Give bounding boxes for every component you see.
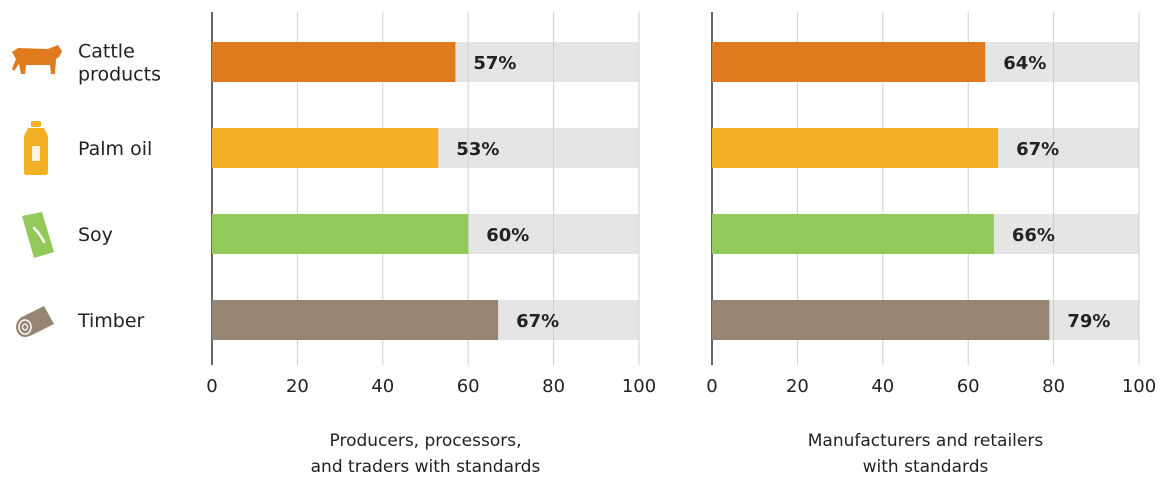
soy-bag-shape [22, 212, 54, 258]
x-axis-title: Producers, processors, [330, 431, 522, 451]
category-label: Cattle products [78, 41, 161, 86]
palm-oil-bottle-icon [24, 121, 48, 175]
category-label-line: Soy [78, 224, 113, 246]
x-tick-label: 60 [957, 376, 980, 397]
log-ring-shape [21, 323, 29, 331]
cow-icon [12, 45, 62, 74]
data-label: 67% [1016, 139, 1059, 160]
x-axis-title: Manufacturers and retailers [808, 431, 1044, 451]
category-label-line: products [78, 64, 161, 86]
x-tick-label: 20 [286, 376, 309, 397]
category-label: Soy [78, 224, 113, 246]
bottle-cap-shape [31, 121, 41, 127]
chart-panel-2: 64% 67% 66% 79% 0 20 40 60 80 100 Manufacturers an… [706, 12, 1156, 477]
bottle-label-shape [32, 146, 40, 161]
data-label: 57% [473, 53, 516, 74]
x-tick-label: 40 [371, 376, 394, 397]
x-tick-label: 80 [542, 376, 565, 397]
category-label: Timber [77, 310, 145, 332]
data-label: 60% [486, 225, 529, 246]
category-label: Palm oil [78, 138, 152, 160]
category-label-line: Palm oil [78, 138, 152, 160]
bar [712, 214, 994, 254]
x-axis-title: and traders with standards [311, 457, 541, 477]
category-label-line: Cattle [78, 41, 135, 63]
x-tick-label: 40 [871, 376, 894, 397]
category-label-line: Timber [77, 310, 145, 332]
cow-icon-shape [12, 45, 62, 74]
bar [712, 128, 999, 168]
bar [212, 300, 499, 340]
data-label: 53% [456, 139, 499, 160]
data-label: 66% [1012, 225, 1055, 246]
x-axis-title: with standards [863, 457, 989, 477]
bar [212, 214, 469, 254]
x-tick-label: 60 [457, 376, 480, 397]
x-tick-label: 0 [206, 376, 217, 397]
x-tick-label: 100 [622, 376, 656, 397]
soy-bean-shape [32, 226, 46, 244]
x-tick-label: 0 [706, 376, 717, 397]
x-tick-label: 20 [786, 376, 809, 397]
soy-package-icon [22, 212, 54, 258]
x-tick-label: 80 [1042, 376, 1065, 397]
x-tick-label: 100 [1122, 376, 1156, 397]
data-label: 67% [516, 311, 559, 332]
bar [712, 42, 986, 82]
bar [212, 128, 439, 168]
bar [212, 42, 456, 82]
data-label: 64% [1003, 53, 1046, 74]
data-label: 79% [1067, 311, 1110, 332]
chart-panel-1: 57% 53% 60% 67% 0 20 40 60 80 100 Producers, proce… [206, 12, 656, 477]
bar [712, 300, 1050, 340]
log-ring-shape [18, 319, 32, 335]
timber-log-icon [16, 306, 54, 337]
